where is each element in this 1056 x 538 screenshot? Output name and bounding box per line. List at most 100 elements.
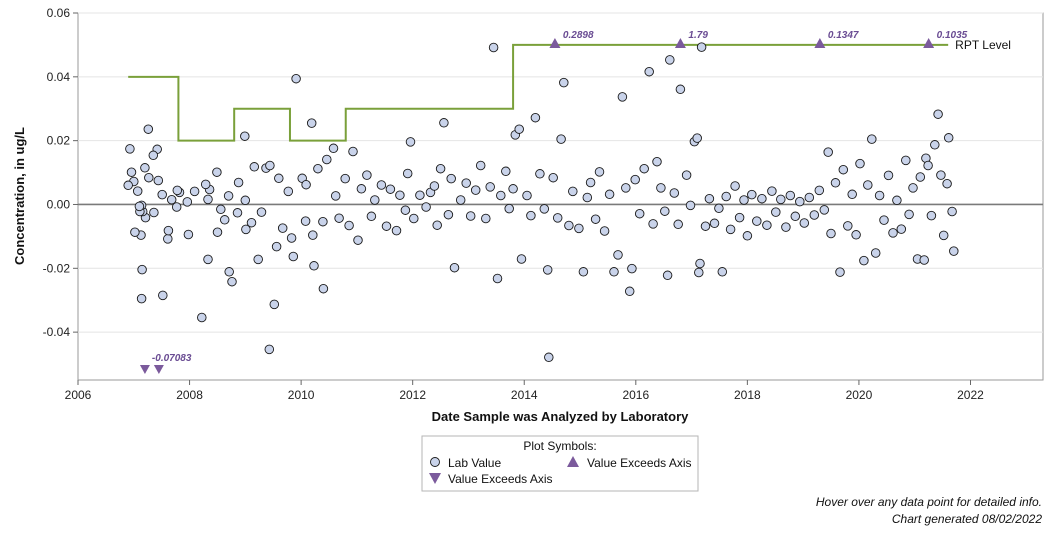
lab-value-point-164[interactable]: [694, 267, 704, 278]
lab-value-point-153[interactable]: [656, 183, 666, 193]
lab-value-point-149[interactable]: [639, 163, 649, 174]
lab-value-point-97[interactable]: [429, 181, 440, 191]
lab-value-point-150[interactable]: [644, 66, 654, 77]
lab-value-point-25[interactable]: [163, 225, 174, 236]
lab-value-point-0[interactable]: [125, 144, 135, 154]
lab-value-point-66[interactable]: [300, 216, 311, 226]
lab-value-point-44[interactable]: [232, 208, 243, 218]
lab-value-point-69[interactable]: [313, 163, 323, 174]
lab-value-point-82[interactable]: [362, 170, 372, 180]
lab-value-point-108[interactable]: [475, 160, 486, 171]
lab-value-point-77[interactable]: [340, 173, 350, 184]
lab-value-point-228[interactable]: [947, 206, 957, 217]
lab-value-point-196[interactable]: [830, 178, 841, 188]
lab-value-point-211[interactable]: [892, 195, 902, 206]
lab-value-point-127[interactable]: [548, 172, 558, 183]
exceeds-high-marker-2[interactable]: [814, 38, 826, 48]
lab-value-point-67[interactable]: [306, 118, 317, 128]
lab-value-point-73[interactable]: [318, 283, 329, 294]
lab-value-point-203[interactable]: [859, 255, 869, 266]
lab-value-point-221[interactable]: [926, 210, 937, 221]
lab-value-point-72[interactable]: [322, 154, 332, 165]
lab-value-point-159[interactable]: [675, 84, 686, 95]
lab-value-point-136[interactable]: [585, 177, 596, 188]
lab-value-point-107[interactable]: [470, 185, 481, 195]
lab-value-point-220[interactable]: [923, 160, 933, 171]
lab-value-point-214[interactable]: [904, 209, 914, 220]
lab-value-point-182[interactable]: [767, 186, 777, 196]
lab-value-point-191[interactable]: [809, 210, 820, 220]
lab-value-point-119[interactable]: [516, 254, 527, 264]
lab-value-point-128[interactable]: [552, 213, 563, 223]
lab-value-point-202[interactable]: [855, 158, 865, 169]
lab-value-point-224[interactable]: [936, 170, 946, 180]
lab-value-point-126[interactable]: [544, 352, 554, 363]
lab-value-point-201[interactable]: [851, 230, 861, 240]
lab-value-point-226[interactable]: [942, 178, 952, 189]
lab-value-point-215[interactable]: [908, 183, 918, 193]
lab-value-point-138[interactable]: [594, 167, 605, 177]
lab-value-point-223[interactable]: [933, 109, 943, 119]
lab-value-point-26[interactable]: [171, 202, 182, 212]
lab-value-point-188[interactable]: [795, 196, 805, 207]
lab-value-point-198[interactable]: [838, 164, 849, 175]
lab-value-point-205[interactable]: [867, 134, 877, 144]
lab-value-point-31[interactable]: [182, 197, 193, 207]
lab-value-point-87[interactable]: [385, 184, 396, 194]
lab-value-point-157[interactable]: [669, 188, 680, 198]
lab-value-point-51[interactable]: [253, 254, 263, 265]
lab-value-point-163[interactable]: [692, 133, 702, 143]
lab-value-point-124[interactable]: [539, 204, 550, 214]
lab-value-point-132[interactable]: [568, 186, 578, 197]
lab-value-point-90[interactable]: [400, 205, 411, 215]
lab-value-point-14[interactable]: [140, 163, 150, 173]
lab-value-point-154[interactable]: [660, 206, 670, 216]
lab-value-point-63[interactable]: [288, 251, 299, 262]
lab-value-point-36[interactable]: [200, 179, 211, 190]
lab-value-point-70[interactable]: [309, 261, 319, 271]
lab-value-point-62[interactable]: [291, 73, 301, 84]
lab-value-point-89[interactable]: [395, 190, 405, 200]
lab-value-point-19[interactable]: [157, 189, 167, 200]
lab-value-point-18[interactable]: [153, 175, 164, 186]
lab-value-point-197[interactable]: [835, 267, 845, 277]
lab-value-point-167[interactable]: [700, 221, 711, 231]
lab-value-point-140[interactable]: [604, 189, 615, 200]
lab-value-point-206[interactable]: [870, 248, 881, 258]
lab-value-point-146[interactable]: [627, 263, 637, 274]
lab-value-point-22[interactable]: [134, 201, 145, 212]
lab-value-point-47[interactable]: [240, 195, 251, 206]
lab-value-point-139[interactable]: [599, 226, 610, 236]
lab-value-point-30[interactable]: [197, 312, 207, 323]
lab-value-point-158[interactable]: [673, 219, 683, 230]
lab-value-point-133[interactable]: [574, 223, 584, 234]
lab-value-point-55[interactable]: [269, 299, 280, 310]
lab-value-point-142[interactable]: [613, 250, 623, 260]
lab-value-point-59[interactable]: [277, 223, 288, 233]
lab-value-point-37[interactable]: [212, 167, 222, 177]
lab-value-point-177[interactable]: [742, 231, 753, 241]
lab-value-point-225[interactable]: [938, 230, 949, 241]
lab-value-point-88[interactable]: [391, 225, 402, 236]
lab-value-point-105[interactable]: [461, 178, 471, 188]
lab-value-point-113[interactable]: [496, 190, 506, 201]
lab-value-point-179[interactable]: [752, 216, 762, 226]
lab-value-point-152[interactable]: [652, 156, 662, 167]
lab-value-point-15[interactable]: [144, 172, 154, 183]
lab-value-point-178[interactable]: [747, 189, 757, 200]
lab-value-point-155[interactable]: [662, 270, 673, 281]
exceeds-high-marker-0[interactable]: [549, 38, 561, 48]
lab-value-point-56[interactable]: [264, 344, 275, 355]
lab-value-point-168[interactable]: [704, 193, 715, 204]
lab-value-point-111[interactable]: [488, 42, 499, 53]
lab-value-point-169[interactable]: [709, 218, 720, 229]
lab-value-point-92[interactable]: [405, 137, 416, 147]
lab-value-point-93[interactable]: [409, 213, 419, 224]
lab-value-point-123[interactable]: [535, 169, 545, 179]
lab-value-point-170[interactable]: [714, 203, 724, 214]
lab-value-point-83[interactable]: [366, 211, 377, 222]
lab-value-point-183[interactable]: [771, 207, 781, 217]
lab-value-point-23[interactable]: [163, 234, 173, 244]
exceeds-high-marker-1[interactable]: [674, 38, 686, 48]
lab-value-point-209[interactable]: [883, 170, 894, 181]
